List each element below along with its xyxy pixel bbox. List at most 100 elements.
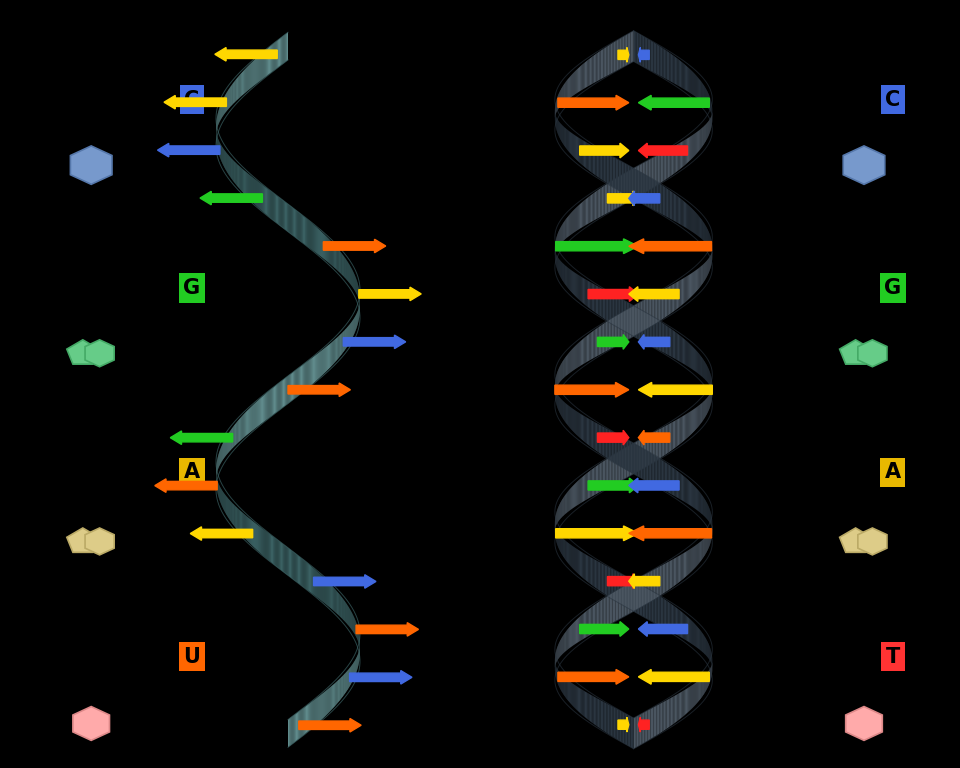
Polygon shape <box>599 561 600 591</box>
Polygon shape <box>623 300 625 332</box>
Polygon shape <box>666 51 668 80</box>
Polygon shape <box>587 335 588 362</box>
Polygon shape <box>311 701 312 729</box>
Polygon shape <box>305 217 306 246</box>
Polygon shape <box>254 179 255 205</box>
Polygon shape <box>298 211 299 240</box>
Polygon shape <box>576 619 577 644</box>
Polygon shape <box>263 529 264 557</box>
Polygon shape <box>317 697 318 724</box>
Polygon shape <box>615 452 617 484</box>
FancyArrow shape <box>629 574 660 588</box>
Polygon shape <box>573 271 574 295</box>
FancyArrow shape <box>638 717 649 732</box>
Polygon shape <box>621 161 623 193</box>
Polygon shape <box>667 464 669 493</box>
FancyArrow shape <box>629 478 679 493</box>
Polygon shape <box>671 54 672 82</box>
Polygon shape <box>613 316 614 348</box>
Polygon shape <box>583 338 585 364</box>
Polygon shape <box>621 312 622 343</box>
Polygon shape <box>647 38 649 70</box>
Polygon shape <box>687 342 688 367</box>
Polygon shape <box>688 617 689 642</box>
Polygon shape <box>631 31 632 63</box>
Polygon shape <box>572 546 573 569</box>
Polygon shape <box>679 143 680 170</box>
FancyArrow shape <box>356 623 419 636</box>
Polygon shape <box>261 53 262 80</box>
Polygon shape <box>635 306 636 338</box>
Polygon shape <box>626 164 628 196</box>
Polygon shape <box>304 362 305 391</box>
Polygon shape <box>645 174 646 206</box>
Polygon shape <box>595 54 596 82</box>
Polygon shape <box>278 382 279 411</box>
Polygon shape <box>644 587 646 618</box>
Polygon shape <box>576 548 577 572</box>
Polygon shape <box>629 440 630 472</box>
Polygon shape <box>593 192 595 220</box>
Polygon shape <box>620 299 622 329</box>
Polygon shape <box>605 47 607 77</box>
Polygon shape <box>258 55 259 82</box>
Polygon shape <box>608 594 610 625</box>
Polygon shape <box>584 553 585 579</box>
Polygon shape <box>691 208 693 232</box>
Polygon shape <box>637 308 638 339</box>
Polygon shape <box>694 683 695 706</box>
Polygon shape <box>269 190 271 218</box>
Polygon shape <box>574 134 575 158</box>
Polygon shape <box>257 181 258 208</box>
Polygon shape <box>660 428 661 458</box>
FancyArrow shape <box>638 670 709 684</box>
Polygon shape <box>602 49 604 78</box>
Polygon shape <box>858 528 887 554</box>
Polygon shape <box>283 379 284 408</box>
Polygon shape <box>632 168 634 200</box>
Polygon shape <box>287 376 289 404</box>
Polygon shape <box>573 622 574 646</box>
Polygon shape <box>654 707 655 737</box>
Polygon shape <box>693 622 694 646</box>
Polygon shape <box>292 551 294 580</box>
Polygon shape <box>684 476 685 502</box>
Polygon shape <box>601 462 603 492</box>
Polygon shape <box>660 566 661 596</box>
Polygon shape <box>622 300 623 330</box>
Polygon shape <box>691 410 692 435</box>
Polygon shape <box>253 60 254 86</box>
Polygon shape <box>591 283 593 311</box>
Polygon shape <box>607 429 609 459</box>
FancyArrow shape <box>629 526 711 541</box>
Polygon shape <box>686 688 687 714</box>
Polygon shape <box>664 462 666 492</box>
Polygon shape <box>573 547 574 570</box>
Polygon shape <box>683 553 684 579</box>
Polygon shape <box>324 578 325 604</box>
Polygon shape <box>655 293 656 324</box>
Polygon shape <box>658 45 660 75</box>
Polygon shape <box>586 279 587 306</box>
Polygon shape <box>651 433 653 464</box>
Polygon shape <box>635 167 636 198</box>
FancyArrow shape <box>314 574 376 588</box>
FancyArrow shape <box>556 526 638 541</box>
Polygon shape <box>676 58 678 85</box>
Polygon shape <box>663 426 664 456</box>
Polygon shape <box>670 465 672 495</box>
Polygon shape <box>634 581 635 612</box>
Polygon shape <box>574 346 575 370</box>
Polygon shape <box>675 57 676 84</box>
Polygon shape <box>668 423 670 452</box>
Polygon shape <box>614 433 616 464</box>
Polygon shape <box>294 370 296 399</box>
Polygon shape <box>657 319 659 350</box>
Polygon shape <box>300 214 301 242</box>
Polygon shape <box>251 406 252 432</box>
Polygon shape <box>590 558 592 585</box>
Polygon shape <box>259 526 260 553</box>
Polygon shape <box>665 325 667 355</box>
Polygon shape <box>592 194 593 221</box>
Polygon shape <box>625 447 627 478</box>
